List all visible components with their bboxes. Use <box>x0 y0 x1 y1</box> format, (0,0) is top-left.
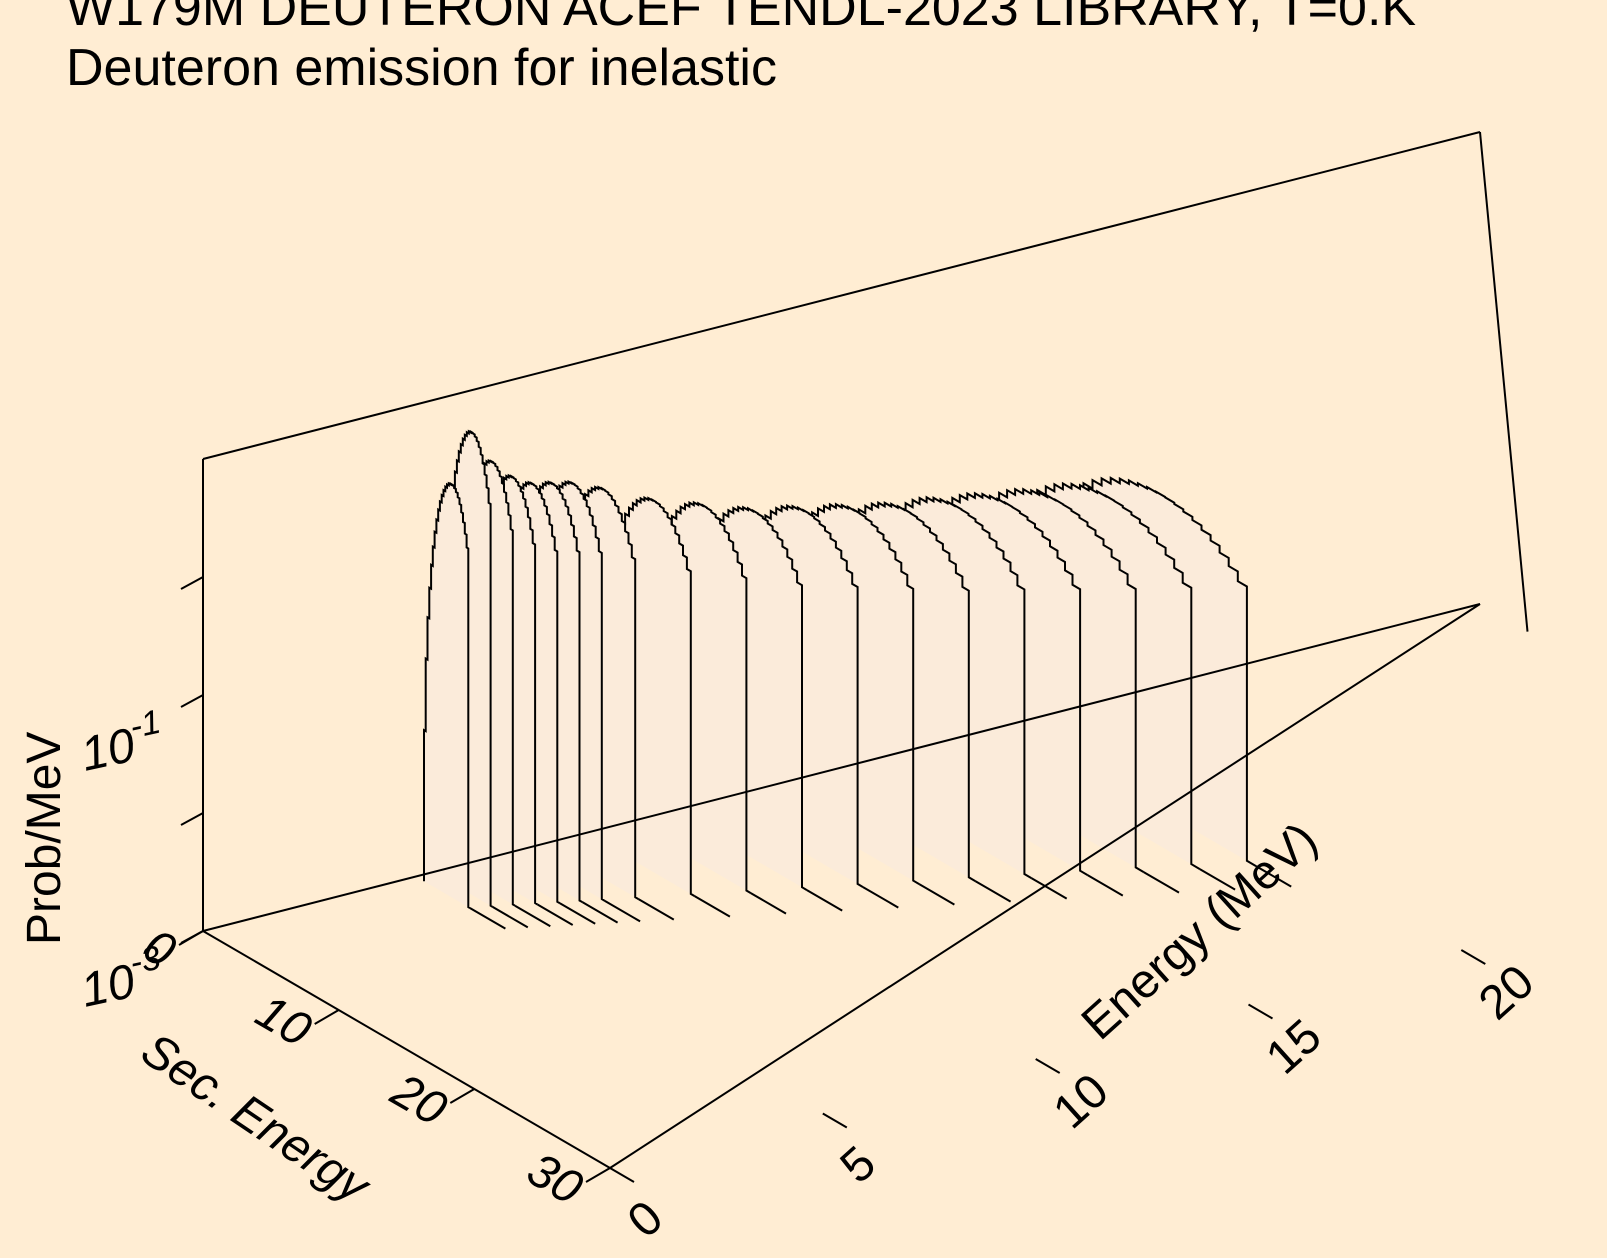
series-group <box>423 429 1292 930</box>
y-axis-line <box>202 930 611 1169</box>
x-tick-4 <box>1460 949 1486 965</box>
series-base-stub <box>1143 871 1180 894</box>
y-tick-0 <box>178 930 204 946</box>
series-base-stub <box>862 886 899 909</box>
series-base-stub <box>1199 868 1236 891</box>
series-fill <box>424 483 471 909</box>
series-base-stub <box>918 883 955 906</box>
x-tick-label: 0 <box>618 1191 673 1248</box>
series-base-stub <box>637 898 675 921</box>
y-tick-3 <box>585 1167 611 1183</box>
y-tick-label: 10 <box>247 985 320 1058</box>
x-axis-line <box>609 603 1481 1169</box>
z-minor-tick-1 <box>180 576 204 590</box>
y-tick-1 <box>314 1009 340 1025</box>
series-base-stub <box>604 900 641 923</box>
z-axis-label: Prob/MeV <box>18 732 71 945</box>
x-tick-3 <box>1247 1003 1274 1020</box>
z-tick-1 <box>180 694 204 708</box>
series-base-stub <box>559 902 596 925</box>
series-base-stub <box>514 904 551 928</box>
chart-subtitle: Deuteron emission for inelastic <box>66 39 777 97</box>
series-base-stub <box>806 889 843 912</box>
series-base-stub <box>492 906 529 929</box>
series-base-stub <box>1030 877 1068 900</box>
back-box-right-edge <box>1479 131 1529 632</box>
series-base-stub <box>974 880 1012 903</box>
y-tick-2 <box>449 1088 475 1104</box>
x-tick-label: 10 <box>1044 1064 1119 1139</box>
y-tick-label: 20 <box>382 1063 456 1136</box>
series-base-stub <box>750 892 787 915</box>
x-tick-1 <box>822 1112 848 1129</box>
x-tick-label: 5 <box>831 1136 886 1193</box>
series-base-stub <box>469 907 506 930</box>
series-base-stub <box>536 903 574 926</box>
x-tick-2 <box>1035 1058 1061 1074</box>
base-axes <box>178 603 1486 1183</box>
chart-title: W179M DEUTERON ACEF TENDL-2023 LIBRARY, … <box>66 0 1417 37</box>
series-base-stub <box>581 901 619 924</box>
series-base-stub <box>694 895 731 918</box>
z-tick-label: 10-1 <box>74 703 169 782</box>
z-tick-label: 10-3 <box>74 939 169 1018</box>
x-tick-0 <box>609 1167 635 1183</box>
y-tick-label: 30 <box>518 1143 591 1216</box>
back-box-top-edge <box>202 131 1481 460</box>
series-curve <box>423 481 471 909</box>
x-tick-label: 15 <box>1256 1010 1331 1085</box>
z-minor-tick-0 <box>180 812 204 826</box>
y-axis-label: Sec. Energy <box>132 1023 381 1215</box>
series-base-stub <box>1255 865 1292 888</box>
back-base-line <box>202 603 1481 932</box>
x-tick-label: 20 <box>1469 955 1544 1030</box>
z-axis: 10-3 10-1 <box>74 576 204 1018</box>
series-base-stub <box>1087 874 1124 897</box>
